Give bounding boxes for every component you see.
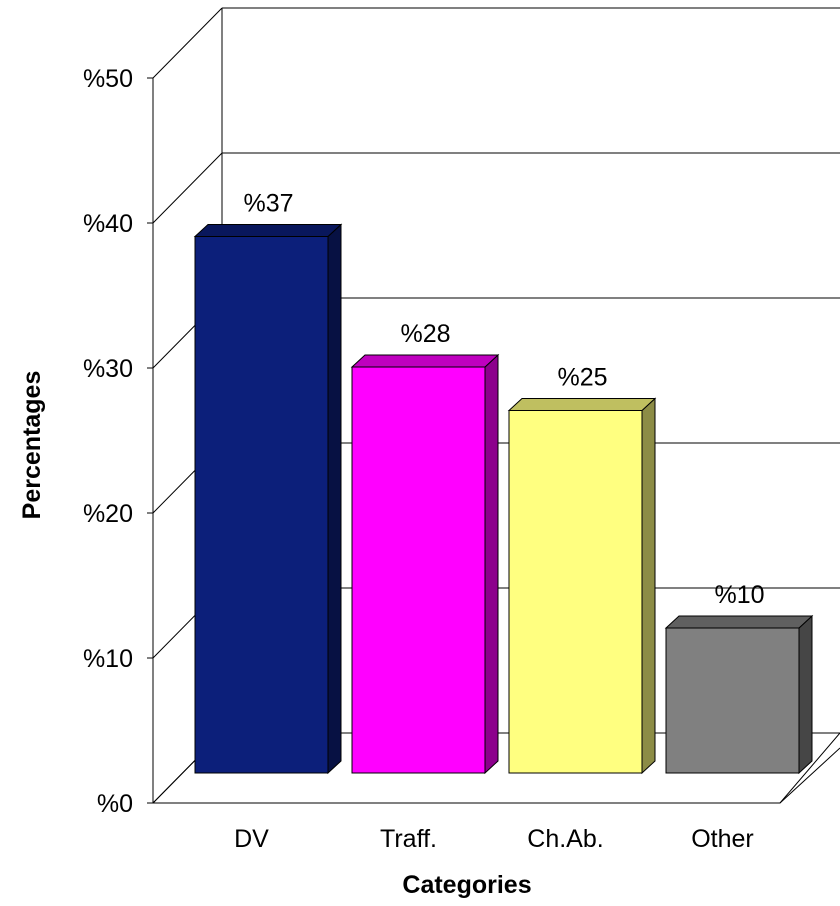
bar-ch-ab (507, 397, 657, 775)
category-label: Other (691, 825, 754, 853)
category-labels: DV Traff. Ch.Ab. Other (234, 825, 754, 853)
category-label: Traff. (380, 825, 437, 853)
bar-front (194, 236, 329, 774)
category-label: DV (234, 825, 269, 853)
bar-dv (193, 223, 343, 775)
bar-side (484, 353, 499, 775)
bars (193, 223, 814, 775)
bar-side (798, 614, 813, 775)
floor-right-edge (779, 747, 840, 804)
gridline-side (152, 152, 223, 224)
bar-other (664, 614, 814, 775)
data-label: %10 (714, 581, 764, 609)
y-tick-label: %10 (83, 645, 133, 673)
data-labels: %37 %28 %25 %10 (243, 190, 764, 610)
bar-traff (350, 353, 500, 775)
bar-front (351, 366, 486, 774)
y-axis-title: Percentages (18, 371, 46, 520)
bar-front (508, 410, 643, 774)
x-axis-title: Categories (402, 871, 531, 899)
y-tick-label: %30 (83, 355, 133, 383)
y-tick-label: %50 (83, 65, 133, 93)
gridline-side (152, 7, 223, 79)
bar-top (193, 224, 343, 237)
bar-front (665, 627, 800, 774)
y-tick-label: %20 (83, 500, 133, 528)
bar-top (664, 615, 814, 629)
bar-side (327, 223, 342, 775)
data-label: %28 (400, 320, 450, 348)
bar-top (507, 398, 657, 411)
y-tick-labels: %0 %10 %20 %30 %40 %50 (83, 65, 133, 818)
y-tick-label: %40 (83, 210, 133, 238)
data-label: %25 (557, 364, 607, 392)
bar-side (641, 397, 656, 775)
bar-top (350, 354, 500, 368)
category-label: Ch.Ab. (527, 825, 603, 853)
data-label: %37 (243, 190, 293, 218)
y-tick-label: %0 (97, 790, 133, 818)
